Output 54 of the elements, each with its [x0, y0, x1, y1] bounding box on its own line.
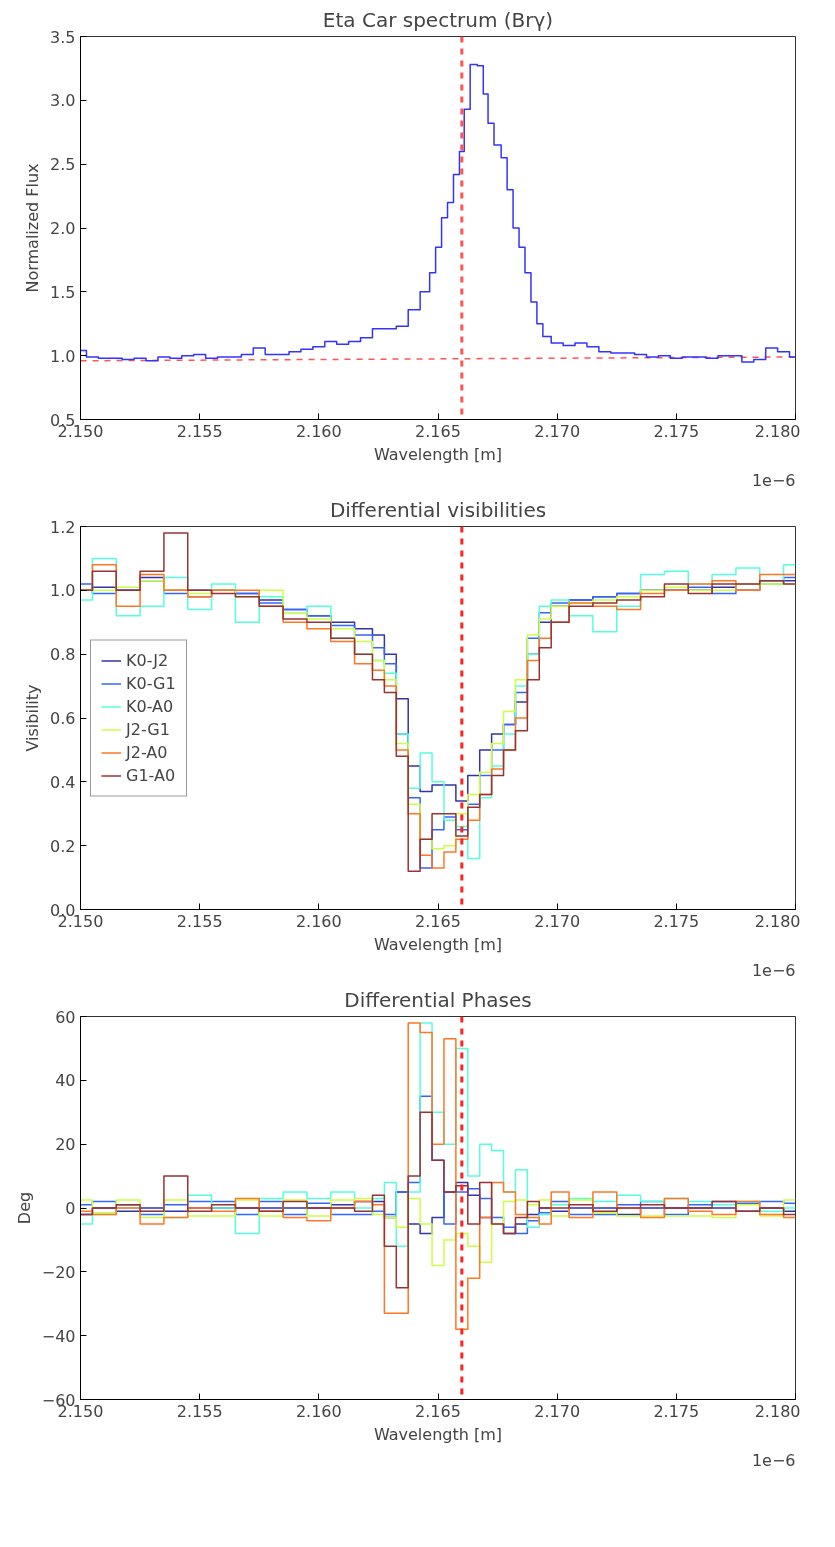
legend-label: K0-A0: [126, 696, 174, 716]
legend-label: K0-J2: [126, 650, 169, 670]
y-tick-label: 0: [65, 1199, 76, 1218]
y-tick-label: 2.0: [50, 219, 76, 238]
y-tick-label: 3.5: [50, 27, 76, 47]
x-tick-label: 2.165: [415, 1401, 461, 1421]
x-tick-label: 2.180: [754, 421, 801, 441]
y-tick-label: 1.0: [50, 346, 76, 366]
x-tick-label: 2.155: [176, 911, 223, 931]
x-axis-title: Wavelength [m]: [373, 444, 503, 464]
y-tick-label: 1.2: [50, 517, 76, 537]
y-tick-label: 0.8: [50, 645, 76, 665]
text: 1e−6: [751, 960, 796, 980]
legend-label: J2-G1: [126, 719, 170, 739]
legend-label: K0-G1: [126, 673, 176, 693]
x-tick-label: 2.165: [415, 421, 461, 441]
x-tick-label: 2.160: [295, 1401, 342, 1421]
chart-title: Differential Phases: [344, 987, 532, 1012]
y-axis-title: Visibility: [23, 684, 43, 752]
x-tick-label: 2.175: [653, 1401, 700, 1421]
x-tick-label: 2.170: [534, 911, 581, 931]
y-tick-label: −40: [41, 1326, 76, 1346]
text: 1e−6: [751, 1450, 796, 1470]
x-tick-label: 2.155: [176, 421, 223, 441]
y-tick-label: 2.5: [50, 155, 76, 175]
chart-title: Differential visibilities: [329, 497, 547, 522]
x-tick-label: 2.180: [754, 1401, 801, 1421]
legend-label: J2-A0: [126, 742, 168, 762]
chart-title: Eta Car spectrum (Brγ): [322, 7, 554, 32]
y-tick-label: 3.0: [50, 91, 76, 111]
x-tick-label: 2.175: [653, 911, 700, 931]
y-tick-label: 0.4: [50, 772, 76, 792]
y-tick-label: 40: [55, 1071, 76, 1091]
x-tick-label: 2.175: [653, 421, 700, 441]
text: 1e−6: [751, 470, 796, 490]
y-tick-label: −20: [41, 1262, 76, 1282]
x-tick-label: 2.170: [534, 421, 581, 441]
y-tick-label: 1.0: [50, 581, 76, 601]
y-tick-label: 60: [55, 1007, 76, 1027]
x-tick-label: 2.165: [415, 911, 461, 931]
y-tick-label: 0.6: [50, 709, 76, 728]
y-axis-title: Normalized Flux: [23, 163, 43, 293]
x-axis-title: Wavelength [m]: [373, 1424, 503, 1444]
x-tick-label: 2.160: [295, 911, 342, 931]
x-tick-label: 2.155: [176, 1401, 223, 1421]
legend-label: G1-A0: [126, 765, 176, 785]
y-tick-label: 0.2: [50, 836, 76, 856]
y-tick-label: 1.5: [50, 282, 76, 302]
y-axis-title: Deg: [14, 1191, 34, 1225]
x-tick-label: 2.180: [754, 911, 801, 931]
x-tick-label: 2.170: [534, 1401, 581, 1421]
y-tick-label: 20: [55, 1135, 76, 1155]
x-tick-label: 2.160: [295, 421, 342, 441]
x-axis-title: Wavelength [m]: [373, 934, 503, 954]
